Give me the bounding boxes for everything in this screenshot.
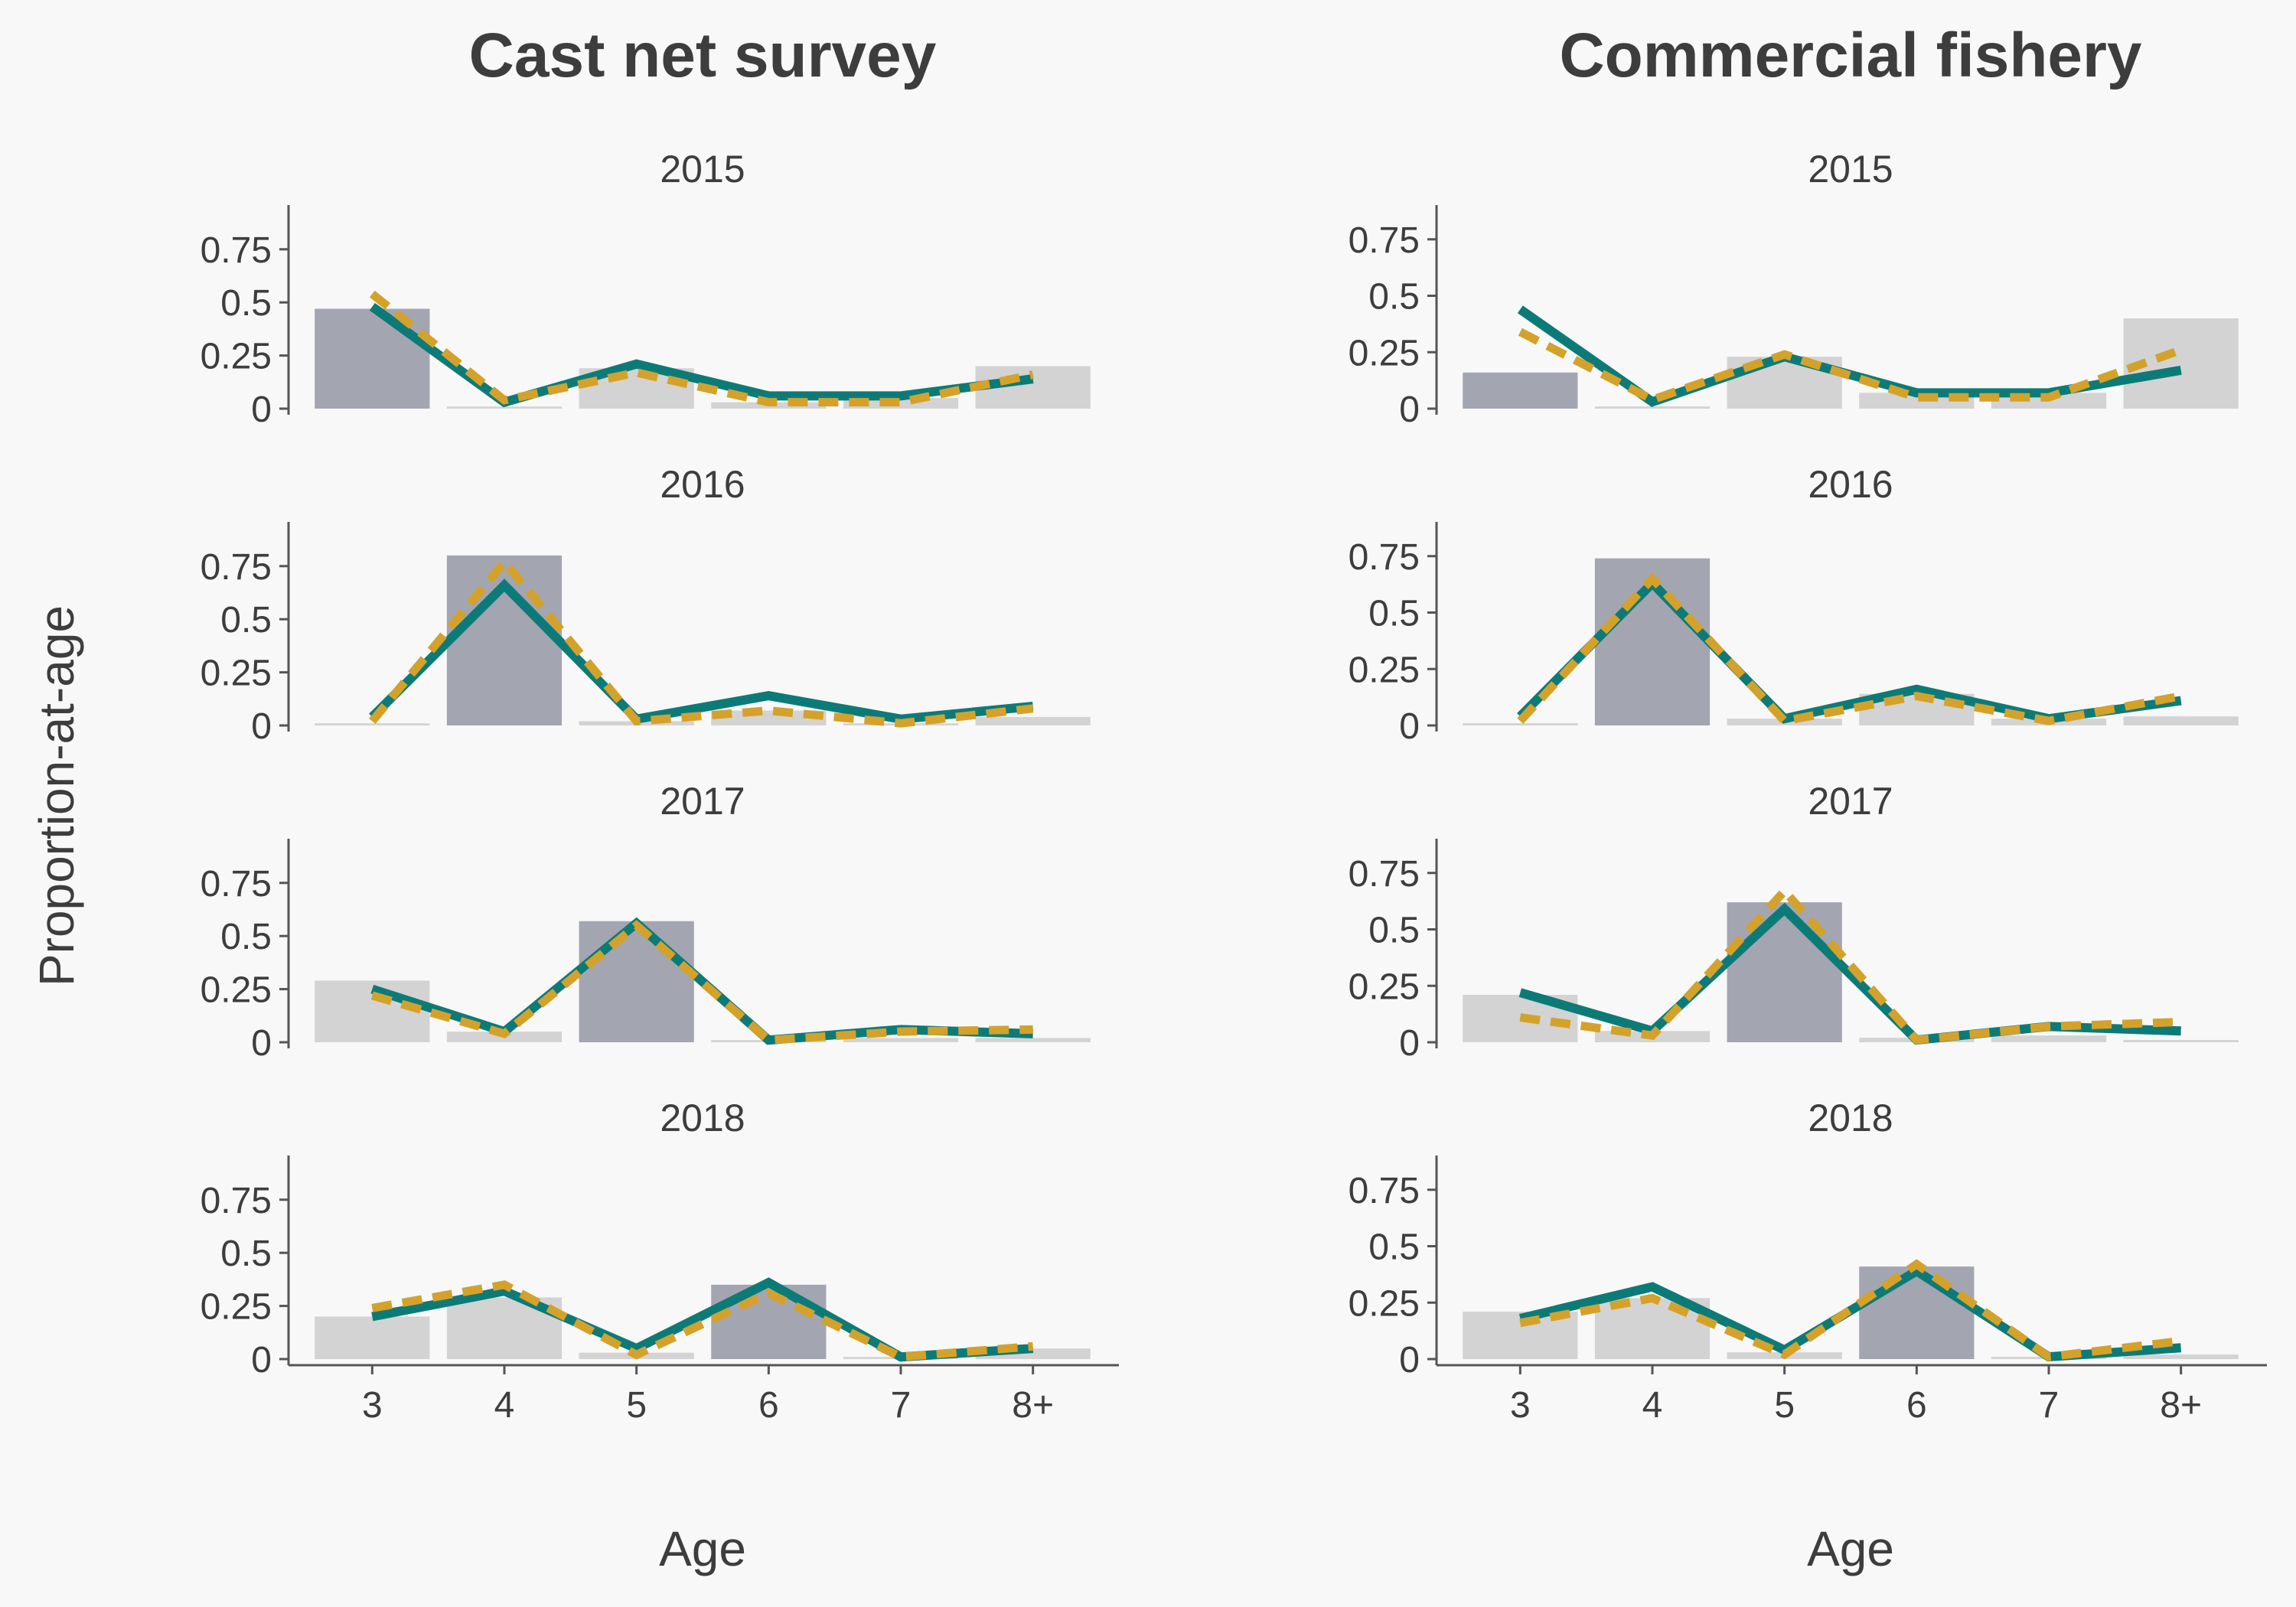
y-tick-label: 0.75 xyxy=(201,547,272,588)
bar-age-7 xyxy=(843,398,959,409)
y-tick-label: 0.5 xyxy=(220,917,272,957)
bar-age-3 xyxy=(1463,372,1578,409)
y-axis-title: Proportion-at-age xyxy=(29,605,84,986)
y-tick-label: 0 xyxy=(1399,706,1420,747)
bar-age-3 xyxy=(1463,723,1578,725)
y-tick-label: 0 xyxy=(251,706,272,747)
y-tick-label: 0.5 xyxy=(220,283,272,324)
panel-title: 2017 xyxy=(660,780,745,823)
y-tick-label: 0.75 xyxy=(1349,537,1420,578)
panel-2016: 2016 0 0.25 0.5 0.75 xyxy=(1349,463,2239,747)
y-tick-label: 0.25 xyxy=(201,1287,272,1328)
bar-age-8+ xyxy=(2123,716,2239,725)
x-tick-label: 8+ xyxy=(1012,1385,1054,1426)
chart-column-2: Commercial fishery 2015 0 0.25 0.5 0.75 2016 0 0… xyxy=(1349,21,2267,1576)
panel-title: 2018 xyxy=(1808,1097,1893,1139)
y-tick-label: 0.75 xyxy=(1349,1171,1420,1211)
y-tick-label: 0.5 xyxy=(220,600,272,641)
x-axis-title: Age xyxy=(1807,1521,1894,1576)
bar-age-4 xyxy=(1594,406,1711,409)
y-tick-label: 0.75 xyxy=(201,864,272,905)
y-tick-label: 0.5 xyxy=(1368,911,1420,951)
y-tick-label: 0 xyxy=(1399,1023,1420,1064)
solid-fit-line xyxy=(370,917,1033,1045)
x-tick-label: 7 xyxy=(891,1385,912,1426)
x-tick-label: 5 xyxy=(1774,1385,1795,1426)
y-tick-label: 0.75 xyxy=(1349,220,1420,261)
bar-age-5 xyxy=(1727,902,1842,1042)
panel-2018: 2018 0 0.25 0.5 0.75 3 4 5 6 7 8+ Age xyxy=(201,1097,1119,1576)
panel-2016: 2016 0 0.25 0.5 0.75 xyxy=(201,463,1091,747)
y-tick-label: 0.25 xyxy=(1349,333,1420,373)
dashed-fit-line xyxy=(1519,885,2181,1045)
bar-age-8+ xyxy=(975,1038,1091,1042)
dashed-fit-line xyxy=(1518,328,2183,405)
x-tick-label: 4 xyxy=(494,1385,515,1426)
dashed-fit-line xyxy=(371,1280,1034,1361)
y-tick-label: 0.25 xyxy=(1349,966,1420,1007)
y-tick-label: 0.25 xyxy=(1349,1283,1420,1324)
chart-column-1: Cast net survey 2015 0 0.25 0.5 0.75 2016 0 0.25… xyxy=(201,21,1119,1576)
y-tick-label: 0.25 xyxy=(1349,650,1420,690)
column-title: Commercial fishery xyxy=(1559,21,2141,90)
x-axis-title: Age xyxy=(659,1521,746,1576)
y-tick-label: 0.25 xyxy=(201,654,272,694)
bar-age-7 xyxy=(843,1038,959,1042)
x-tick-label: 5 xyxy=(626,1385,647,1426)
y-tick-label: 0.75 xyxy=(201,1181,272,1221)
y-tick-label: 0 xyxy=(251,1340,272,1380)
dashed-fit-line xyxy=(369,290,1034,407)
panel-title: 2015 xyxy=(1808,148,1893,191)
dashed-fit-line xyxy=(1519,1259,2182,1361)
panel-2017: 2017 0 0.25 0.5 0.75 xyxy=(1349,780,2239,1064)
y-tick-label: 0.75 xyxy=(201,230,272,271)
bar-age-8+ xyxy=(975,716,1091,725)
panel-title: 2018 xyxy=(660,1097,745,1139)
y-tick-label: 0.5 xyxy=(1368,1227,1420,1268)
solid-fit-line xyxy=(1518,902,2181,1045)
plot-area: Cast net survey 2015 0 0.25 0.5 0.75 2016 0 0.25… xyxy=(201,21,2267,1576)
y-tick-label: 0.25 xyxy=(201,970,272,1011)
bar-age-6 xyxy=(1859,1266,1975,1359)
panel-2017: 2017 0 0.25 0.5 0.75 xyxy=(201,780,1091,1064)
y-tick-label: 0.5 xyxy=(1368,277,1420,318)
panel-title: 2015 xyxy=(660,148,745,191)
panel-title: 2016 xyxy=(1808,463,1893,506)
y-tick-label: 0.5 xyxy=(1368,594,1420,634)
solid-fit-line xyxy=(369,579,1034,725)
dashed-fit-line xyxy=(1517,572,2182,726)
x-tick-label: 3 xyxy=(1510,1385,1531,1426)
x-tick-label: 3 xyxy=(362,1385,383,1426)
dashed-fit-line xyxy=(369,555,1034,728)
panel-2015: 2015 0 0.25 0.5 0.75 xyxy=(201,148,1091,430)
bar-age-6 xyxy=(711,710,827,725)
bar-age-3 xyxy=(315,1316,430,1359)
y-tick-label: 0 xyxy=(1399,390,1420,430)
bar-age-7 xyxy=(1991,1035,2107,1042)
panel-title: 2017 xyxy=(1808,780,1893,823)
solid-fit-line xyxy=(369,302,1034,408)
panel-2015: 2015 0 0.25 0.5 0.75 xyxy=(1349,148,2239,430)
panel-title: 2016 xyxy=(660,463,745,506)
panel-2018: 2018 0 0.25 0.5 0.75 3 4 5 6 7 8+ Age xyxy=(1349,1097,2267,1576)
bar-age-5 xyxy=(579,921,694,1042)
column-title: Cast net survey xyxy=(469,21,937,90)
y-tick-label: 0 xyxy=(251,1023,272,1064)
x-tick-label: 8+ xyxy=(2160,1385,2202,1426)
bar-age-4 xyxy=(446,406,563,409)
y-tick-label: 0 xyxy=(251,390,272,430)
x-tick-label: 6 xyxy=(1906,1385,1927,1426)
bar-age-8+ xyxy=(2123,1354,2239,1359)
bar-age-3 xyxy=(315,723,430,725)
y-tick-label: 0 xyxy=(1399,1340,1420,1380)
y-tick-label: 0.25 xyxy=(201,337,272,377)
y-tick-label: 0.5 xyxy=(220,1234,272,1274)
x-tick-label: 7 xyxy=(2039,1385,2060,1426)
y-tick-label: 0.75 xyxy=(1349,854,1420,895)
bar-age-8+ xyxy=(2123,1040,2239,1042)
x-tick-label: 4 xyxy=(1642,1385,1663,1426)
x-tick-label: 6 xyxy=(758,1385,779,1426)
